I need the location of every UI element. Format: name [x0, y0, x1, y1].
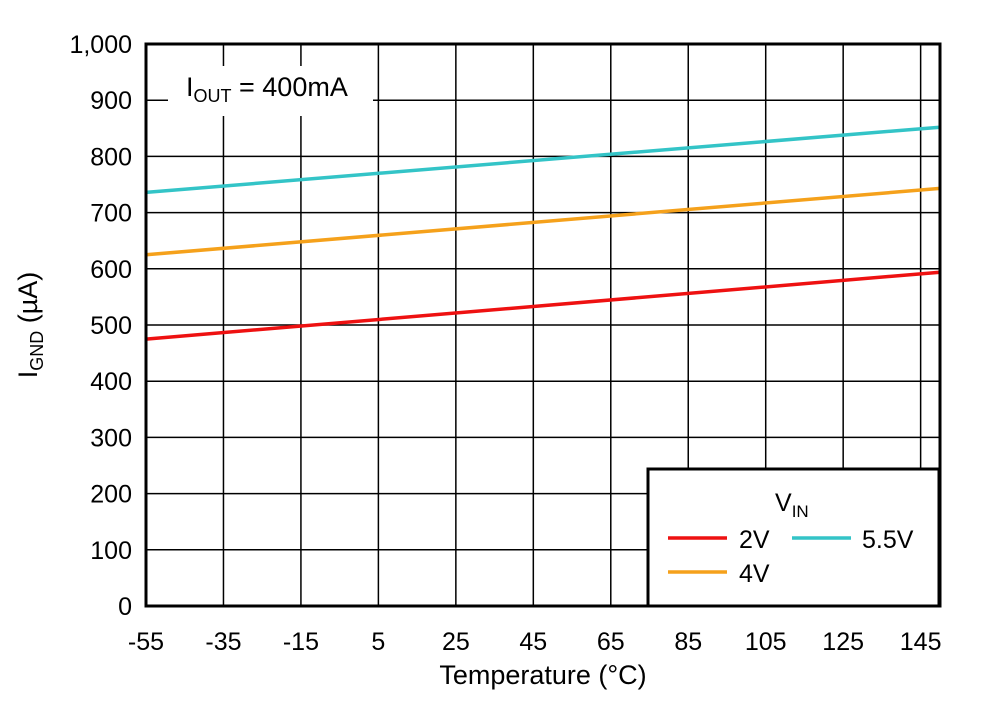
- annotation: IOUT = 400mA: [168, 66, 373, 116]
- x-tick-labels: -55 -35 -15 5 25 45 65 85 105 125 145: [128, 628, 942, 656]
- y-tick-label: 0: [118, 593, 132, 621]
- x-tick-label: 65: [597, 628, 625, 656]
- x-tick-label: 145: [900, 628, 942, 656]
- x-tick-label: 85: [674, 628, 702, 656]
- y-axis-title: IGND (µA): [13, 272, 47, 379]
- x-tick-label: -15: [283, 628, 319, 656]
- annotation-label: IOUT = 400mA: [186, 72, 348, 106]
- y-tick-label: 600: [90, 256, 132, 284]
- x-tick-label: 25: [442, 628, 470, 656]
- legend-title-sub: IN: [792, 502, 809, 521]
- legend-title: VIN: [775, 489, 809, 521]
- x-tick-label: 5: [371, 628, 385, 656]
- x-tick-label: 105: [745, 628, 787, 656]
- annotation-background: [168, 66, 373, 116]
- y-tick-labels: 0 100 200 300 400 500 600 700 800 900 1,000: [69, 31, 132, 621]
- x-axis-title: Temperature (°C): [439, 660, 646, 690]
- y-axis-title-sub: GND: [27, 331, 47, 371]
- y-tick-label: 800: [90, 143, 132, 171]
- annotation-sub: OUT: [194, 86, 232, 106]
- y-axis-title-main: I: [13, 371, 43, 379]
- y-axis-title-rest: (µA): [13, 272, 43, 331]
- y-tick-label: 500: [90, 312, 132, 340]
- legend-label-5-5v: 5.5V: [862, 526, 914, 554]
- y-tick-label: 300: [90, 424, 132, 452]
- y-tick-label: 400: [90, 368, 132, 396]
- legend-label-4v: 4V: [739, 560, 770, 588]
- annotation-rest: = 400mA: [232, 72, 348, 102]
- legend-title-main: V: [775, 489, 792, 517]
- x-tick-label: 125: [822, 628, 864, 656]
- series-lines: [145, 125, 941, 341]
- series-line-4v: [145, 186, 941, 257]
- y-tick-label: 100: [90, 537, 132, 565]
- x-tick-label: 45: [519, 628, 547, 656]
- y-tick-label: 200: [90, 481, 132, 509]
- y-tick-label: 1,000: [69, 31, 132, 59]
- series-line-5-5v: [145, 125, 941, 195]
- plot-frame: [144, 42, 942, 608]
- legend: VIN 2V 4V 5.5V: [646, 467, 941, 608]
- x-tick-label: -55: [128, 628, 164, 656]
- y-tick-label: 700: [90, 200, 132, 228]
- annotation-main: I: [186, 72, 194, 102]
- x-tick-label: -35: [205, 628, 241, 656]
- series-line-2v: [145, 270, 941, 341]
- legend-label-2v: 2V: [739, 526, 770, 554]
- y-tick-label: 900: [90, 87, 132, 115]
